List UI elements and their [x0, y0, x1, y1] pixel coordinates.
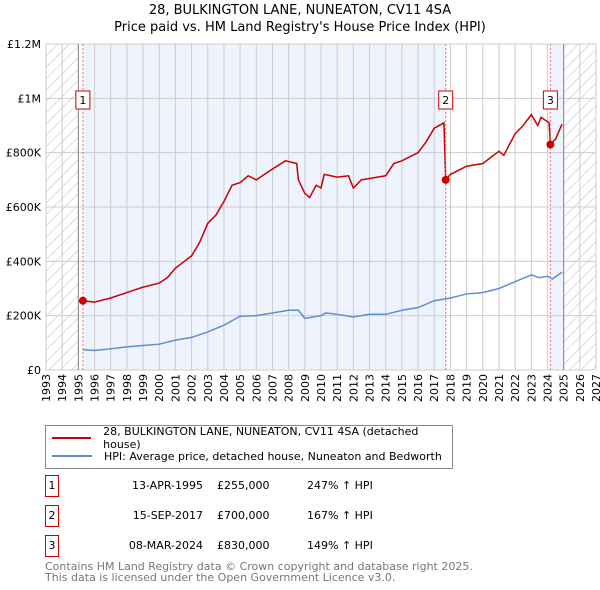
x-tick-label: 2026 — [574, 374, 587, 402]
y-tick-label: £400K — [6, 255, 42, 268]
y-tick-label: £1.2M — [7, 38, 41, 51]
y-tick-label: £200K — [6, 310, 42, 323]
sale-badge-number: 2 — [442, 94, 449, 107]
sale-date: 13-APR-1995 — [131, 479, 203, 492]
legend-item-property: 28, BULKINGTON LANE, NUNEATON, CV11 4SA … — [46, 425, 452, 451]
x-tick-label: 1996 — [89, 374, 102, 402]
legend-swatch-red — [52, 437, 92, 439]
plot-area: 1993 1994 1995 1996 1997 1998 1999 2000 2001 2002… — [6, 38, 600, 402]
series-line-property — [82, 113, 563, 303]
sale-badge: 2 — [45, 505, 59, 527]
y-tick-label: £1M — [18, 92, 42, 105]
chart-subtitle: Price paid vs. HM Land Registry's House … — [114, 20, 486, 35]
x-tick-label: 1995 — [72, 374, 85, 402]
sale-badge: 3 — [45, 535, 59, 557]
sale-hpi-change: 149% ↑ HPI — [307, 539, 373, 552]
x-tick-label: 2017 — [428, 374, 441, 402]
sale-badge — [542, 90, 558, 110]
footer-copyright: Contains HM Land Registry data © Crown c… — [45, 560, 473, 573]
sale-hpi-change: 247% ↑ HPI — [307, 479, 373, 492]
x-tick-label: 2024 — [541, 374, 554, 402]
sale-date: 15-SEP-2017 — [132, 509, 203, 522]
x-tick-label: 2015 — [396, 374, 409, 402]
sale-price: £830,000 — [217, 539, 270, 552]
x-tick-label: 1997 — [105, 374, 118, 402]
sale-price: £255,000 — [217, 479, 270, 492]
x-tick-label: 2005 — [234, 374, 247, 402]
x-tick-label: 2020 — [477, 374, 490, 402]
sale-point — [546, 140, 555, 149]
x-tick-label: 2021 — [493, 374, 506, 402]
sale-badge — [75, 90, 91, 110]
x-tick-label: 1998 — [121, 374, 134, 402]
x-tick-label: 2016 — [412, 374, 425, 402]
x-tick-label: 2013 — [364, 374, 377, 402]
x-tick-label: 2002 — [186, 374, 199, 402]
x-tick-label: 2014 — [380, 374, 393, 402]
y-tick-label: £600K — [6, 201, 42, 214]
sale-badge-number: 1 — [79, 94, 86, 107]
x-tick-label: 2001 — [169, 374, 182, 402]
y-tick-label: £800K — [6, 147, 42, 160]
x-tick-label: 2000 — [153, 374, 166, 402]
x-tick-label: 2006 — [250, 374, 263, 402]
x-tick-label: 2018 — [444, 374, 457, 402]
sale-point — [441, 175, 450, 184]
legend-label: HPI: Average price, detached house, Nune… — [104, 449, 442, 463]
series-line-hpi — [82, 271, 563, 352]
sale-badge — [438, 90, 454, 110]
x-tick-label: 2025 — [558, 374, 571, 402]
sale-price: £700,000 — [217, 509, 270, 522]
sale-badge-number: 3 — [547, 94, 554, 107]
sale-point — [78, 296, 87, 305]
x-tick-label: 1999 — [137, 374, 150, 402]
sale-hpi-change: 167% ↑ HPI — [307, 509, 373, 522]
footer-licence: This data is licensed under the Open Gov… — [45, 571, 396, 584]
x-tick-label: 2004 — [218, 374, 231, 402]
sale-date: 08-MAR-2024 — [128, 539, 203, 552]
chart-title: 28, BULKINGTON LANE, NUNEATON, CV11 4SA — [148, 3, 452, 18]
legend-item-hpi: HPI: Average price, detached house, Nune… — [46, 447, 442, 465]
legend: 28, BULKINGTON LANE, NUNEATON, CV11 4SA … — [45, 425, 453, 469]
legend-swatch-blue — [52, 455, 92, 457]
x-tick-label: 1993 — [40, 374, 53, 402]
y-tick-label: £0 — [27, 364, 41, 377]
x-tick-label: 2019 — [461, 374, 474, 402]
x-tick-label: 2007 — [266, 374, 279, 402]
x-tick-label: 2023 — [525, 374, 538, 402]
legend-label: 28, BULKINGTON LANE, NUNEATON, CV11 4SA … — [103, 425, 419, 451]
x-tick-label: 1994 — [56, 374, 69, 402]
x-tick-label: 2008 — [283, 374, 296, 402]
x-tick-label: 2011 — [331, 374, 344, 402]
x-tick-label: 2003 — [202, 374, 215, 402]
x-tick-label: 2022 — [509, 374, 522, 402]
x-tick-label: 2012 — [347, 374, 360, 402]
sale-badge: 1 — [45, 475, 59, 497]
x-tick-label: 2010 — [315, 374, 328, 402]
x-tick-label: 2027 — [590, 374, 600, 402]
x-tick-label: 2009 — [299, 374, 312, 402]
